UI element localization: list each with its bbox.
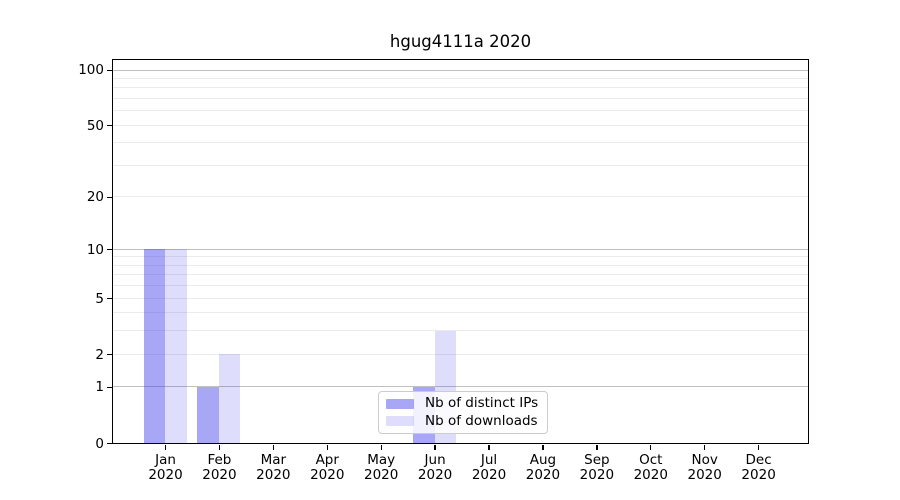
legend-label: Nb of distinct IPs <box>425 395 539 412</box>
x-tick-label: Sep 2020 <box>579 451 615 484</box>
y-tick-label: 0 <box>95 435 104 452</box>
x-tick-year: 2020 <box>202 467 237 483</box>
x-tick-label: Feb 2020 <box>202 451 237 484</box>
gridline-minor <box>112 110 808 112</box>
y-tick-label: 10 <box>86 241 104 258</box>
gridline-major <box>112 248 808 250</box>
x-tick-month: Jul <box>480 451 498 468</box>
x-tick <box>164 445 167 450</box>
y-tick-label: 1 <box>95 379 104 396</box>
gridline-minor <box>112 97 808 99</box>
chart-title: hgug4111a 2020 <box>389 32 532 51</box>
y-tick <box>106 298 112 300</box>
x-tick-label: May 2020 <box>363 451 399 484</box>
x-tick <box>272 445 274 450</box>
x-tick <box>326 445 328 450</box>
x-tick-year: 2020 <box>417 467 453 483</box>
x-tick-year: 2020 <box>310 467 345 483</box>
bar-nb-of-distinct-ips <box>197 386 219 443</box>
y-tick <box>106 249 112 251</box>
x-tick <box>488 445 490 450</box>
x-tick-label: Apr 2020 <box>310 451 345 484</box>
gridline-minor <box>112 285 808 287</box>
x-tick-year: 2020 <box>633 467 668 483</box>
x-tick-year: 2020 <box>148 467 183 483</box>
x-tick-label: Aug 2020 <box>525 451 561 484</box>
y-tick <box>106 386 112 389</box>
x-tick-month: Aug <box>529 451 557 468</box>
x-tick-month: Nov <box>691 451 718 468</box>
y-tick <box>106 69 112 72</box>
legend-label: Nb of downloads <box>425 412 538 429</box>
gridline-minor <box>112 164 808 166</box>
bar-nb-of-downloads <box>218 354 241 443</box>
x-tick-month: Apr <box>315 451 339 468</box>
gridline-minor <box>112 87 808 89</box>
gridline-major <box>112 386 808 388</box>
x-tick-label: Jan 2020 <box>148 451 183 484</box>
legend: Nb of distinct IPs Nb of downloads <box>378 391 548 434</box>
x-tick <box>380 445 382 450</box>
x-tick-year: 2020 <box>363 467 399 483</box>
x-tick-label: Jul 2020 <box>471 451 507 484</box>
x-tick-month: Mar <box>260 451 287 468</box>
gridline-minor <box>112 312 808 314</box>
gridline-minor <box>112 256 808 258</box>
x-tick-year: 2020 <box>687 467 722 483</box>
x-tick-year: 2020 <box>256 467 291 483</box>
gridline-minor <box>112 353 808 355</box>
x-tick-year: 2020 <box>471 467 507 483</box>
y-tick <box>106 196 112 199</box>
x-tick-year: 2020 <box>525 467 561 483</box>
x-tick-month: Sep <box>584 451 610 468</box>
x-tick-month: Jun <box>424 451 446 468</box>
gridline-minor <box>112 196 808 198</box>
x-tick <box>757 445 760 450</box>
x-tick <box>650 445 652 450</box>
x-tick-label: Nov 2020 <box>687 451 722 484</box>
y-tick <box>106 354 112 356</box>
x-tick <box>434 445 436 450</box>
y-tick-label: 20 <box>86 189 104 206</box>
gridline-minor <box>112 77 808 79</box>
y-tick-label: 5 <box>95 290 104 307</box>
y-tick-label: 50 <box>86 117 104 134</box>
x-tick-month: Jan <box>155 451 176 468</box>
legend-swatch <box>386 416 414 427</box>
plot-area <box>111 58 809 444</box>
gridline-minor <box>112 330 808 332</box>
x-tick-year: 2020 <box>741 467 776 483</box>
x-tick <box>542 445 544 450</box>
gridline-minor <box>112 124 808 126</box>
gridline-minor <box>112 274 808 276</box>
x-tick-label: Oct 2020 <box>633 451 668 484</box>
y-tick <box>106 125 112 127</box>
x-tick-month: May <box>367 451 396 468</box>
x-tick <box>218 445 221 450</box>
legend-row: Nb of downloads <box>386 412 547 429</box>
y-tick-label: 100 <box>78 62 104 79</box>
gridline-minor <box>112 142 808 144</box>
x-tick-label: Jun 2020 <box>417 451 453 484</box>
x-tick-label: Mar 2020 <box>256 451 291 484</box>
x-tick-label: Dec 2020 <box>741 451 776 484</box>
y-tick-label: 2 <box>95 346 104 363</box>
y-tick <box>106 442 112 445</box>
gridline-minor <box>112 297 808 299</box>
x-tick-month: Dec <box>745 451 772 468</box>
legend-row: Nb of distinct IPs <box>386 396 547 411</box>
bar-nb-of-downloads <box>165 249 187 443</box>
x-tick-year: 2020 <box>579 467 615 483</box>
x-tick-month: Feb <box>207 451 232 468</box>
gridline-major <box>112 69 808 71</box>
x-tick <box>704 445 706 450</box>
x-tick-month: Oct <box>639 451 663 468</box>
bar-nb-of-distinct-ips <box>143 249 165 443</box>
x-tick <box>596 445 598 450</box>
legend-swatch <box>386 398 414 409</box>
gridline-minor <box>112 264 808 266</box>
